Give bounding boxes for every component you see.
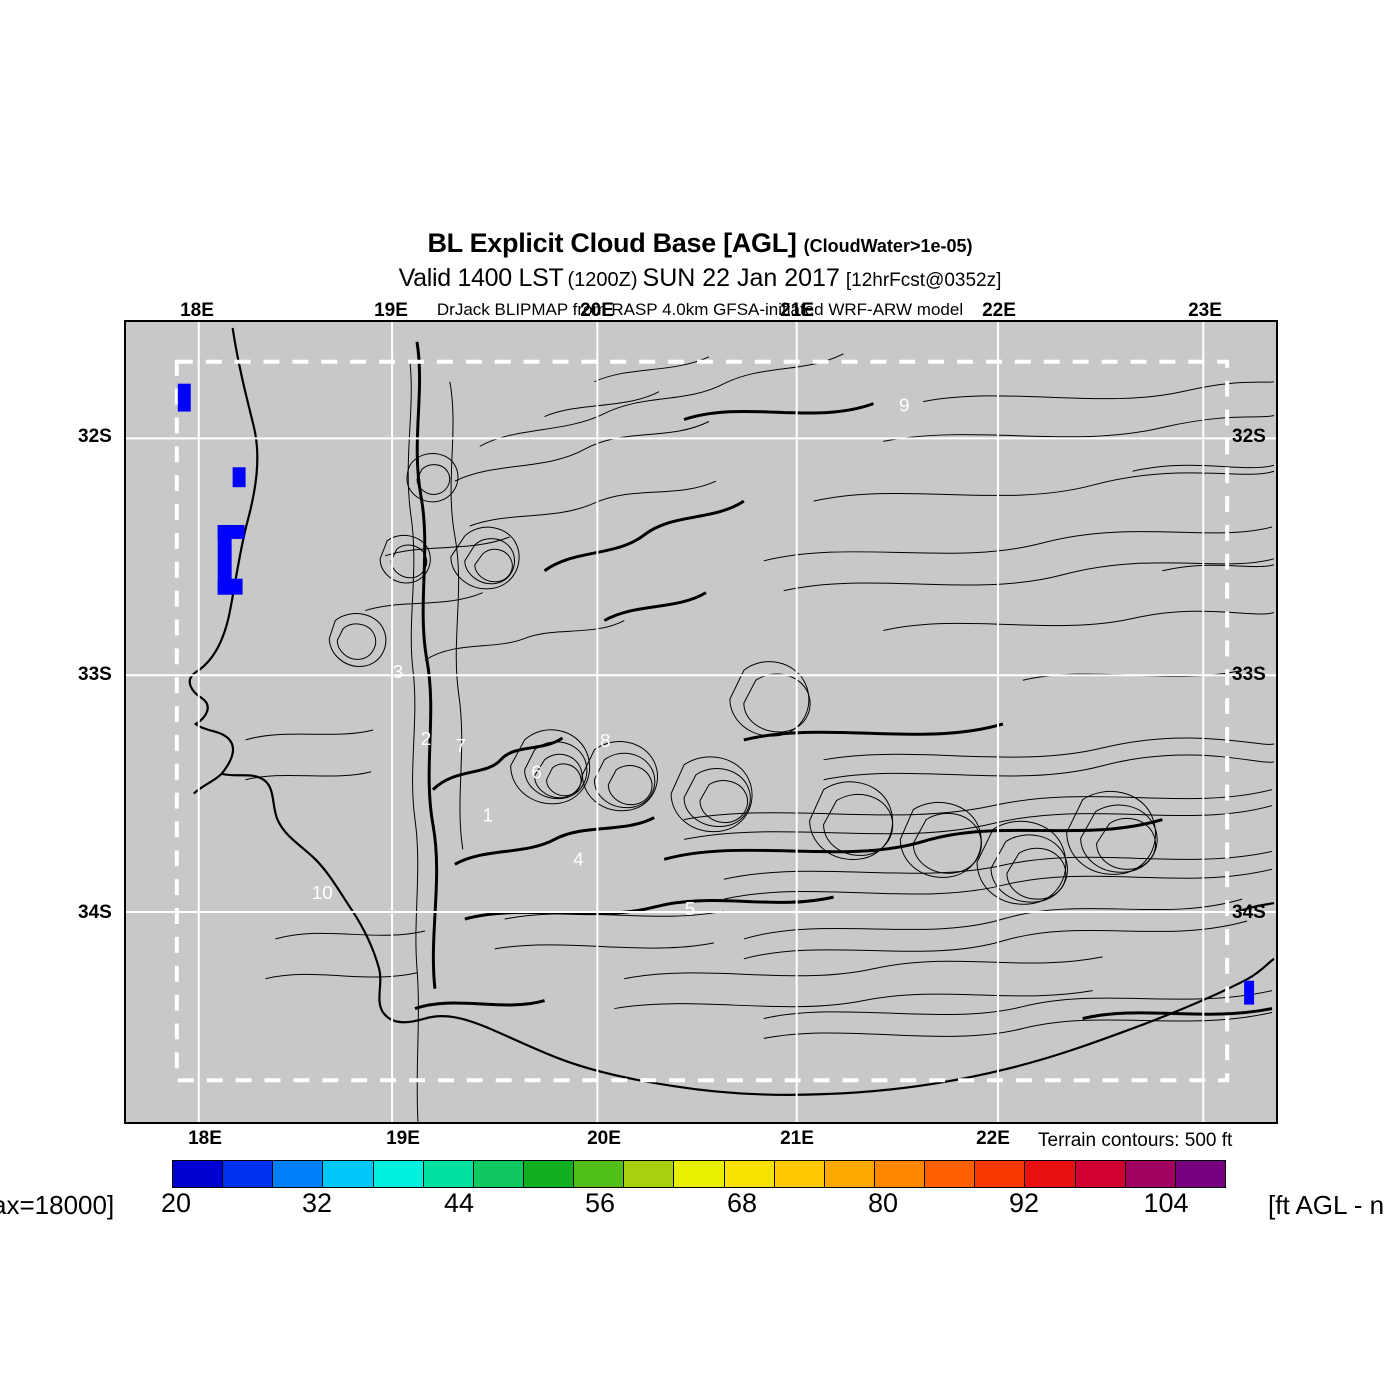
- colorbar-tick-32: 32: [301, 1188, 333, 1218]
- colorbar-segment-18: [1075, 1161, 1126, 1187]
- colorbar-tick-20: 20: [160, 1188, 192, 1218]
- colorbar-max-label: ax=18000]: [0, 1190, 115, 1220]
- map-plot-area[interactable]: 9 2 7 6 1 8 4 5 10 3: [124, 320, 1278, 1124]
- colorbar-segment-2: [273, 1161, 324, 1187]
- colorbar-segment-3: [323, 1161, 374, 1187]
- model-domain-box: [174, 359, 1230, 1083]
- colorbar-units-label: [ft AGL - n: [1268, 1190, 1385, 1220]
- colorbar-segment-11: [724, 1161, 775, 1187]
- valid-zulu: (1200Z): [567, 269, 638, 291]
- colorbar-segment-13: [824, 1161, 875, 1187]
- map-background: [126, 322, 1276, 1122]
- colorbar-segment-8: [574, 1161, 625, 1187]
- colorbar-segment-9: [624, 1161, 675, 1187]
- axis-label-19E: 19E: [374, 300, 408, 321]
- axis-label-20E: 20E: [587, 1128, 621, 1149]
- colorbar-segment-1: [223, 1161, 274, 1187]
- axis-label-18E: 18E: [188, 1128, 222, 1149]
- axis-label-19E: 19E: [386, 1128, 420, 1149]
- axis-label-20E: 20E: [580, 300, 614, 321]
- forecast-hour: [12hrFcst@0352z]: [845, 270, 1002, 291]
- valid-date: SUN 22 Jan 2017: [642, 264, 840, 292]
- terrain-contour-note: Terrain contours: 500 ft: [1038, 1130, 1233, 1151]
- cloud-base-patch-5: [1244, 980, 1255, 1005]
- axis-label-23E: 23E: [1188, 300, 1222, 321]
- site-marker-group: 9 2 7 6 1 8 4 5 10 3: [312, 396, 910, 920]
- axis-label-22E: 22E: [976, 1128, 1010, 1149]
- axis-label-18E: 18E: [180, 300, 214, 321]
- colorbar-segment-4: [373, 1161, 424, 1187]
- axis-label-21E: 21E: [780, 300, 814, 321]
- colorbar-tick-104: 104: [1143, 1188, 1189, 1218]
- site-marker-5: 5: [685, 899, 696, 920]
- colorbar-tick-44: 44: [443, 1188, 475, 1218]
- colorbar-tick-92: 92: [1008, 1188, 1040, 1218]
- map-canvas: 9 2 7 6 1 8 4 5 10 3: [126, 322, 1276, 1122]
- cloud-base-data-patches: [177, 383, 1255, 1005]
- cloud-base-patch-1: [232, 467, 246, 488]
- colorbar-tick-80: 80: [867, 1188, 899, 1218]
- axis-label-32S: 32S: [78, 426, 112, 447]
- axis-label-22E: 22E: [982, 300, 1016, 321]
- colorbar-segment-6: [473, 1161, 524, 1187]
- site-marker-6: 6: [531, 763, 542, 784]
- title-block: BL Explicit Cloud Base [AGL] (CloudWater…: [0, 228, 1400, 321]
- site-marker-1: 1: [482, 806, 493, 827]
- site-marker-10: 10: [312, 883, 333, 904]
- title-qualifier: (CloudWater>1e-05): [803, 236, 973, 256]
- site-marker-9: 9: [899, 396, 910, 417]
- colorbar-tick-68: 68: [726, 1188, 758, 1218]
- cloud-base-patch-4: [217, 578, 243, 595]
- axis-label-32S: 32S: [1232, 426, 1266, 447]
- axis-label-34S: 34S: [1232, 902, 1266, 923]
- title-line-primary: BL Explicit Cloud Base [AGL] (CloudWater…: [0, 228, 1400, 267]
- colorbar-segment-0: [173, 1161, 224, 1187]
- cloud-base-patch-3: [217, 524, 232, 595]
- colorbar-tick-56: 56: [584, 1188, 616, 1218]
- colorbar-segment-12: [774, 1161, 825, 1187]
- cloud-base-patch-0: [177, 383, 191, 412]
- axis-label-33S: 33S: [78, 664, 112, 685]
- colorbar-segment-20: [1175, 1161, 1225, 1187]
- model-source: DrJack BLIPMAP from RASP 4.0km GFSA-init…: [436, 300, 964, 319]
- title-line-valid: Valid 1400 LST (1200Z) SUN 22 Jan 2017 […: [0, 265, 1400, 300]
- site-marker-3: 3: [393, 662, 404, 683]
- axis-label-33S: 33S: [1232, 664, 1266, 685]
- colorbar-segment-14: [874, 1161, 926, 1187]
- colorbar-segment-19: [1125, 1161, 1176, 1187]
- page-title: BL Explicit Cloud Base [AGL]: [427, 228, 797, 258]
- site-marker-4: 4: [573, 849, 584, 870]
- colorbar[interactable]: [172, 1160, 1226, 1188]
- axis-label-34S: 34S: [78, 902, 112, 923]
- site-marker-7: 7: [456, 736, 467, 757]
- colorbar-segment-17: [1025, 1161, 1076, 1187]
- colorbar-segment-15: [925, 1161, 976, 1187]
- colorbar-segment-5: [423, 1161, 474, 1187]
- site-marker-8: 8: [600, 731, 611, 752]
- colorbar-segment-16: [975, 1161, 1026, 1187]
- colorbar-segment-7: [523, 1161, 575, 1187]
- axis-label-21E: 21E: [780, 1128, 814, 1149]
- map-gridlines: [126, 322, 1276, 1122]
- colorbar-segment-10: [674, 1161, 725, 1187]
- site-marker-2: 2: [421, 729, 432, 750]
- valid-time: Valid 1400 LST: [398, 264, 564, 292]
